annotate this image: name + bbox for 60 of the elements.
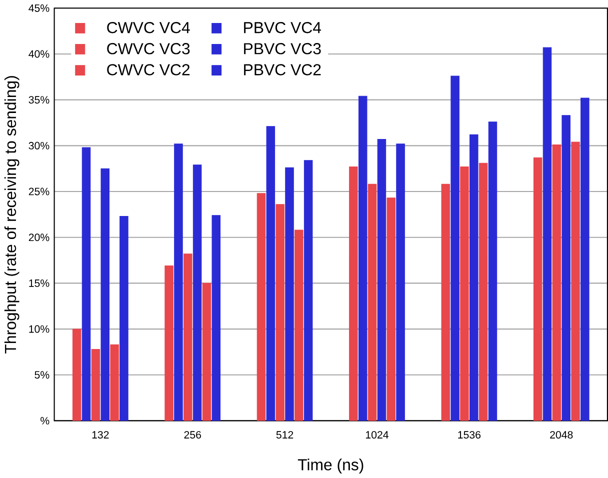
x-tick-label: 2048 xyxy=(550,431,573,439)
x-tick-label: 1536 xyxy=(458,431,481,439)
bar xyxy=(349,166,358,421)
bar xyxy=(100,168,110,421)
x-axis-title: Time (ns) xyxy=(298,458,364,474)
bar xyxy=(542,47,552,421)
x-tick-label: 132 xyxy=(92,431,109,439)
bar xyxy=(202,282,212,421)
y-tick-label: 15% xyxy=(29,280,50,287)
bar xyxy=(552,144,562,421)
bar xyxy=(358,96,368,421)
bar xyxy=(82,147,91,421)
y-axis-title: Throghput (rate of receiving to sending) xyxy=(4,76,20,354)
bar xyxy=(571,142,580,421)
bar xyxy=(386,198,396,421)
y-tick-label: 40% xyxy=(28,50,50,58)
bar xyxy=(304,160,313,421)
bar xyxy=(174,144,183,421)
legend-label: PBVC VC2 xyxy=(244,64,321,76)
bar xyxy=(120,216,128,421)
bar xyxy=(72,328,82,421)
bar xyxy=(562,115,570,421)
y-tick-label: 35% xyxy=(28,96,50,104)
y-tick-label: 45% xyxy=(28,4,50,12)
y-tick-label: % xyxy=(40,417,50,424)
y-tick-label: 10% xyxy=(29,325,50,333)
bar xyxy=(533,157,542,421)
bar xyxy=(478,162,488,421)
bar xyxy=(266,126,276,421)
x-tick-label: 256 xyxy=(184,431,201,439)
bar xyxy=(184,254,192,421)
bar xyxy=(110,344,119,421)
legend-label: CWVC VC2 xyxy=(107,64,190,76)
bar xyxy=(212,215,221,421)
bar xyxy=(441,184,450,421)
bar xyxy=(450,76,460,421)
legend-label: CWVC VC4 xyxy=(107,22,190,34)
x-tick-label: 512 xyxy=(276,431,294,439)
bar xyxy=(285,167,294,421)
legend-label: CWVC VC3 xyxy=(107,43,190,54)
legend-label: PBVC VC3 xyxy=(244,43,321,54)
bar xyxy=(460,166,469,421)
bar xyxy=(396,144,405,421)
bar xyxy=(488,122,498,421)
y-tick-label: 30% xyxy=(28,142,50,150)
bar xyxy=(580,98,590,421)
bar xyxy=(192,164,202,421)
y-tick-label: 25% xyxy=(28,188,50,196)
y-tick-label: 5% xyxy=(34,371,50,379)
bar xyxy=(256,193,266,421)
bar xyxy=(276,204,284,421)
legend-label: PBVC VC4 xyxy=(244,22,322,34)
x-tick-label: 1024 xyxy=(366,431,388,439)
bar xyxy=(368,184,377,421)
bar xyxy=(294,230,304,421)
bar xyxy=(164,266,174,421)
bar xyxy=(470,134,478,421)
bar xyxy=(91,348,100,421)
y-tick-label: 20% xyxy=(28,234,50,242)
bar xyxy=(377,139,386,421)
